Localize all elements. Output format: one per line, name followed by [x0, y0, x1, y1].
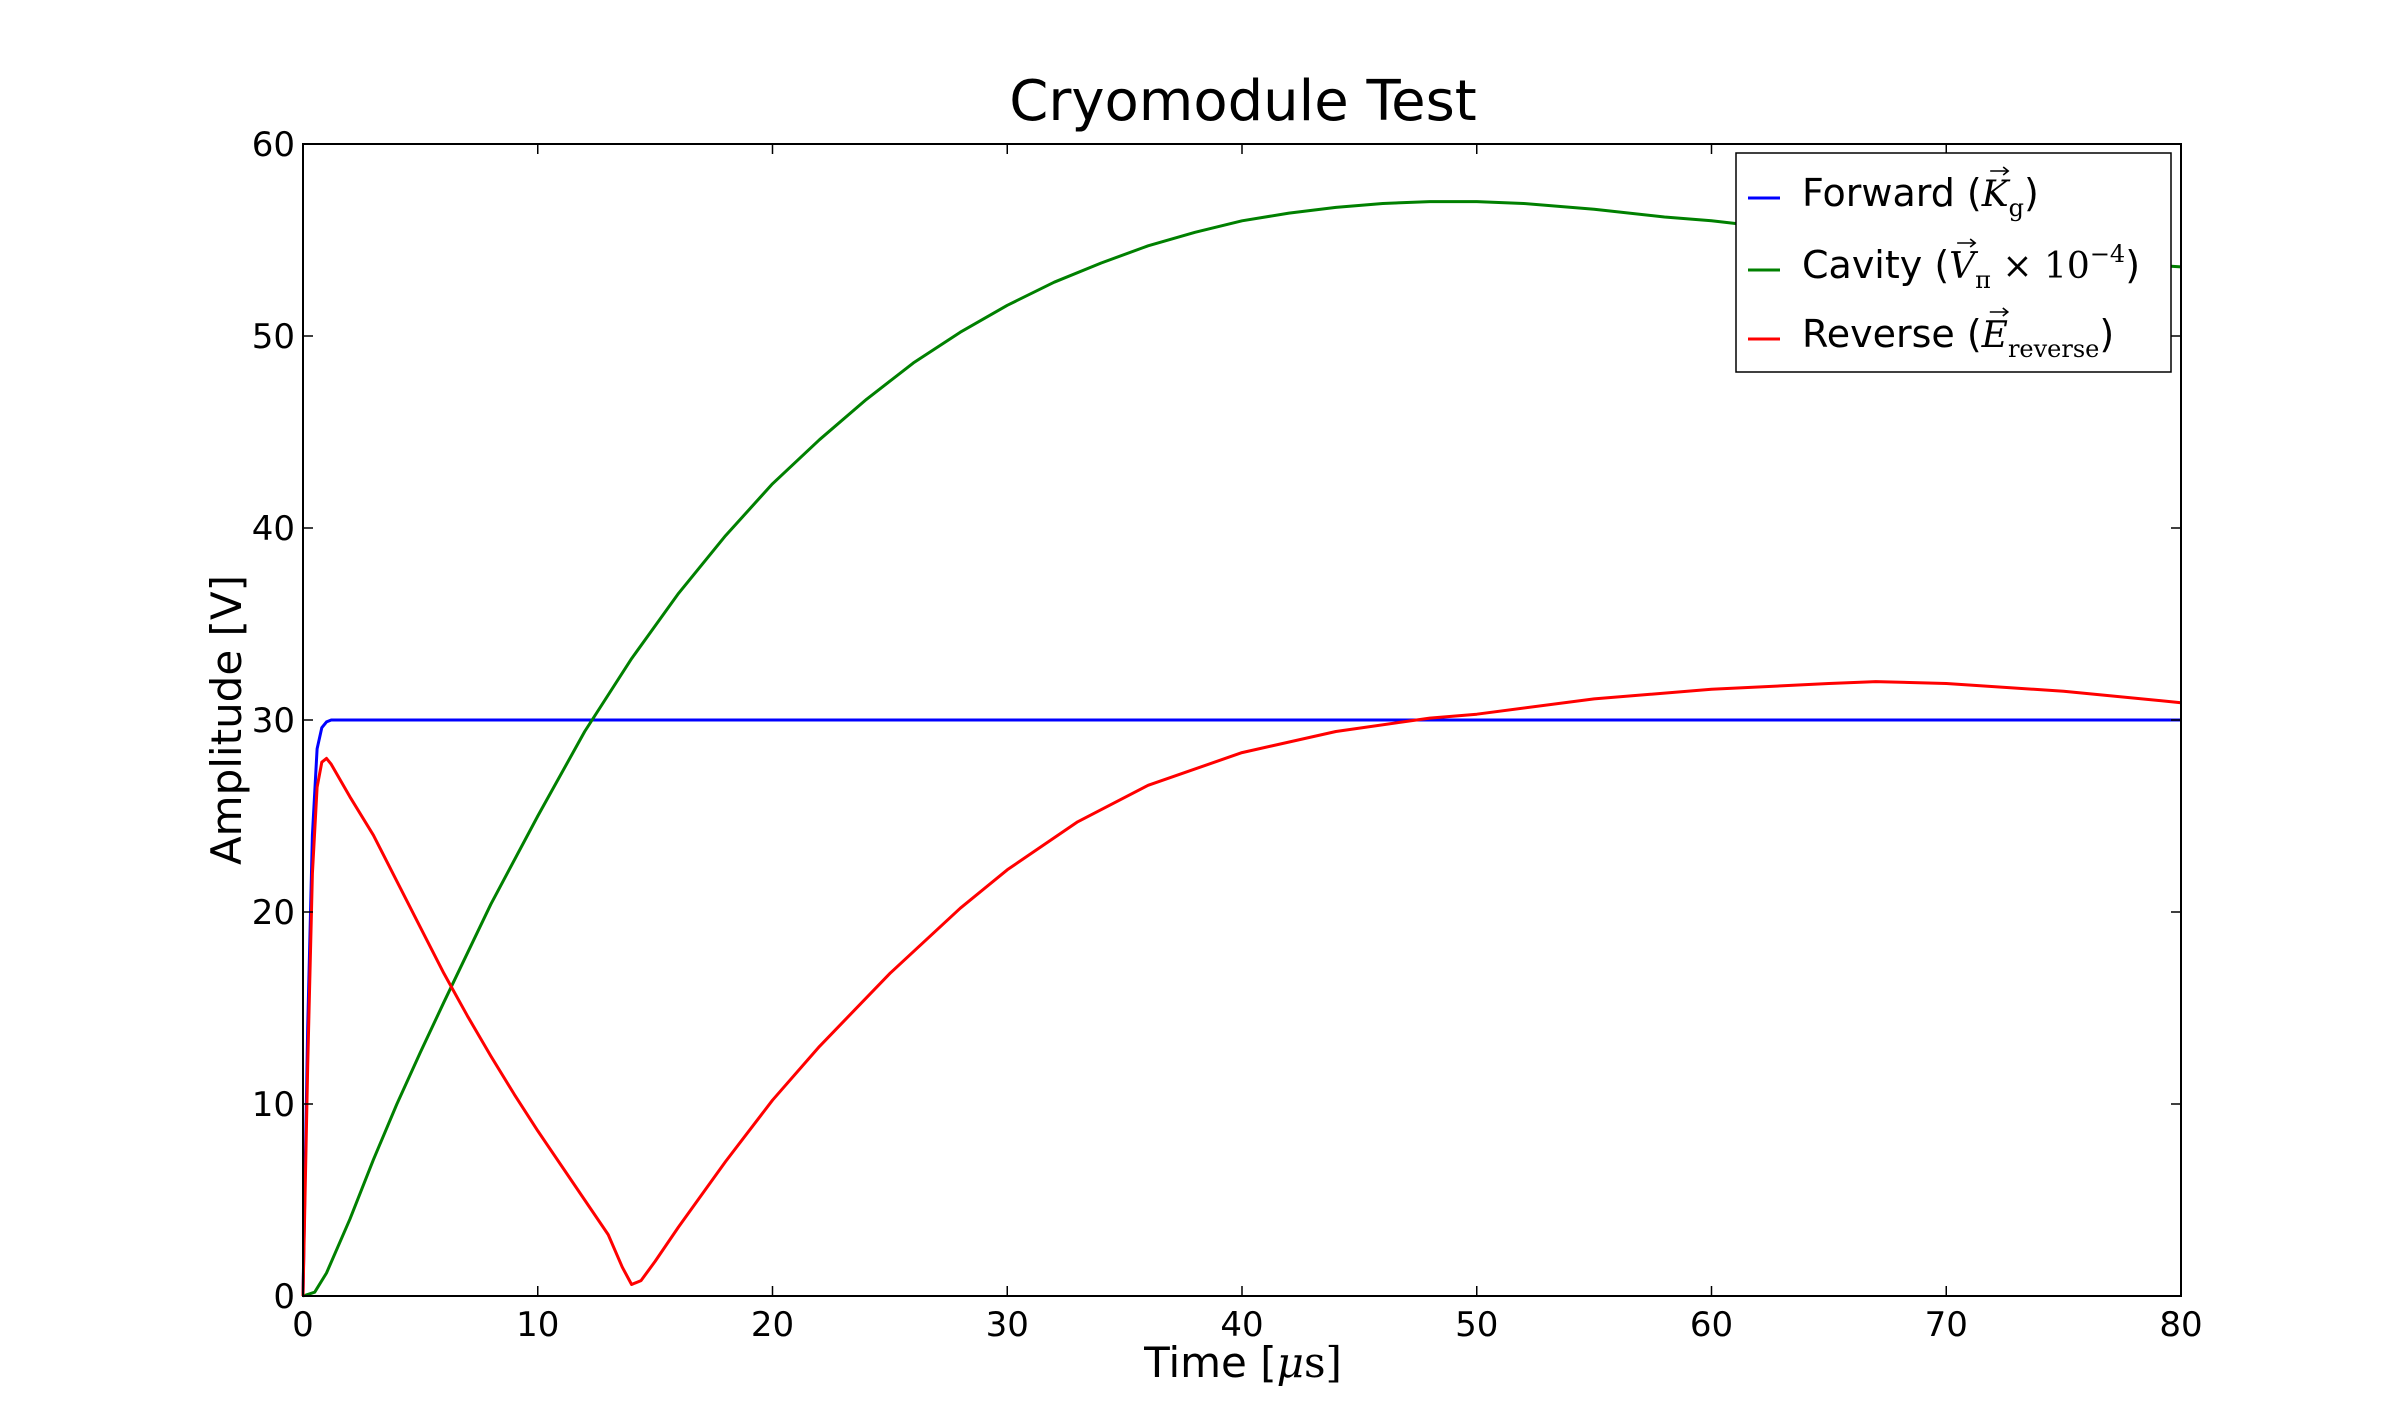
chart-title: Cryomodule Test — [1009, 69, 1476, 134]
x-tick-label: 30 — [986, 1305, 1029, 1345]
series-line-0 — [301, 718, 2181, 1297]
series-line-2 — [301, 680, 2182, 1297]
y-tick-label: 20 — [252, 893, 295, 933]
x-tick-label: 0 — [292, 1305, 314, 1345]
y-tick-label: 0 — [273, 1277, 295, 1317]
y-tick-label: 60 — [252, 125, 295, 165]
series-layer — [301, 200, 2182, 1298]
x-tick-label: 40 — [1220, 1305, 1263, 1345]
y-tick-label: 10 — [252, 1085, 295, 1125]
x-axis-label: Time [μs] — [1143, 1338, 1342, 1387]
x-tick-label: 20 — [751, 1305, 794, 1345]
x-tick-label: 50 — [1455, 1305, 1498, 1345]
x-tick-label: 80 — [2159, 1305, 2202, 1345]
ticks-layer: 0 10 20 30 40 50 60 70 80 0 10 20 30 40 50 60 — [252, 125, 2203, 1345]
legend-box — [1735, 152, 2172, 373]
legend: Forward (Kg) Cavity (Vπ × 10−4) Reverse (E… — [1735, 152, 2172, 373]
legend-label-2: Reverse (Ereverse) — [1802, 312, 2114, 363]
x-tick-label: 70 — [1925, 1305, 1968, 1345]
legend-label-0: Forward (Kg) — [1802, 171, 2039, 222]
vector-arrow-head — [1969, 238, 1977, 248]
y-tick-label: 50 — [252, 317, 295, 357]
vector-arrow-head — [2002, 166, 2010, 176]
x-tick-label: 10 — [516, 1305, 559, 1345]
y-tick-label: 40 — [252, 509, 295, 549]
y-tick-label: 30 — [252, 701, 295, 741]
vector-arrow-head — [2002, 307, 2010, 317]
series-line-1 — [302, 200, 2182, 1298]
legend-label-1: Cavity (Vπ × 10−4) — [1802, 240, 2140, 294]
plot-frame — [302, 143, 2182, 1297]
y-axis-label: Amplitude [V] — [202, 575, 251, 865]
x-tick-label: 60 — [1690, 1305, 1733, 1345]
